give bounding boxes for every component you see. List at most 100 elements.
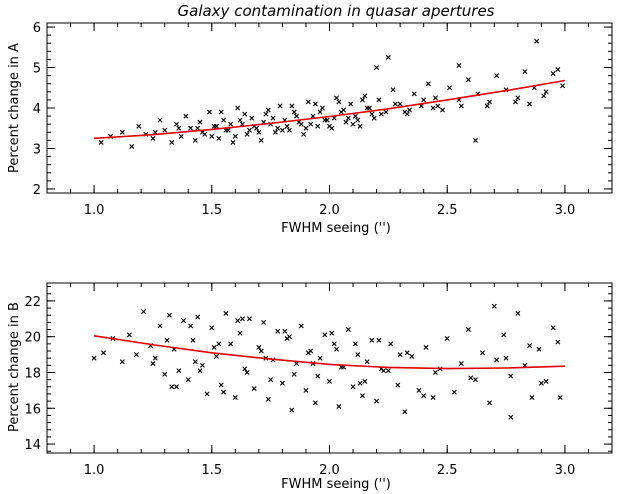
data-point [352,341,358,347]
data-point [345,115,351,121]
data-point [169,384,175,390]
x-tick-label: 2.5 [437,203,458,218]
data-point [291,371,297,377]
data-point [206,109,212,115]
data-point [327,123,332,129]
fit-line-b [93,334,565,370]
data-point [162,371,168,377]
data-point [188,125,194,131]
data-point [487,99,493,105]
data-point [162,127,168,133]
data-point [430,395,436,401]
data-point [336,403,342,409]
data-point [421,393,427,399]
data-point [192,137,198,143]
data-point [150,135,156,141]
data-point [91,355,97,361]
data-point [275,328,281,334]
data-point [503,355,509,361]
data-point [378,111,384,117]
data-point [555,67,561,73]
data-point [308,121,314,127]
x-tick-label: 1.0 [84,203,105,218]
data-point [440,107,445,113]
data-point [221,389,227,395]
data-point [235,105,241,111]
data-point [534,38,540,44]
data-point [256,344,262,350]
data-point [150,361,156,367]
data-point [157,323,163,329]
data-point [458,361,464,367]
data-point [166,312,172,318]
data-point [157,117,163,123]
data-point [173,121,179,127]
data-point [294,113,300,119]
data-point [275,125,281,131]
data-point [411,91,417,97]
y-tick-label: 3 [33,142,41,157]
data-point [543,378,549,384]
data-point [223,310,229,316]
x-axis-label-a: FWHM seeing ('') [281,221,391,236]
plot-frame-a [46,22,613,194]
data-point [312,400,318,406]
data-point [423,344,429,350]
data-point [265,107,271,113]
data-point [543,89,549,95]
data-point [298,323,304,329]
data-point [348,101,354,107]
data-point [195,314,201,320]
data-point [192,359,198,365]
data-point [376,337,382,343]
data-point [101,350,106,356]
data-point [359,393,365,399]
data-point [550,325,556,331]
data-point [480,350,486,356]
data-point [392,101,398,107]
data-point [237,117,243,123]
data-point [371,115,377,121]
y-tick-label: 20 [24,331,41,346]
data-point [484,103,490,109]
x-tick-label: 3.0 [555,463,576,478]
data-point [119,359,125,365]
data-point [218,109,224,115]
data-point [286,127,292,133]
data-point [98,139,104,145]
y-tick-label: 14 [24,438,41,453]
data-point [317,109,323,115]
data-point [472,137,478,143]
data-point [190,337,196,343]
data-point [221,117,227,123]
data-point [244,131,250,137]
data-point [237,330,243,336]
data-point [289,407,295,413]
data-point [286,334,292,340]
data-point [214,353,219,359]
data-point [529,395,535,401]
data-point [265,396,271,402]
data-point [327,378,332,384]
data-point [407,107,413,113]
data-point [268,377,274,383]
data-point [376,97,382,103]
data-point [199,362,205,368]
data-point [209,325,215,331]
data-point [352,113,358,119]
data-point [527,101,533,107]
data-point [141,309,147,315]
data-point [301,131,307,137]
data-point [197,119,203,125]
data-point [169,139,175,145]
data-point [218,382,224,388]
data-point [458,103,464,109]
data-point [425,81,431,87]
data-point [465,327,471,333]
data-point [291,109,297,115]
data-point [284,123,290,129]
data-point [402,409,408,415]
data-point [197,368,203,374]
data-point [515,310,521,316]
panel-a: 1.0 1.5 2.0 2.5 3.0 2 3 4 5 6 FWHM seeing ('') Pe… [7,21,613,236]
